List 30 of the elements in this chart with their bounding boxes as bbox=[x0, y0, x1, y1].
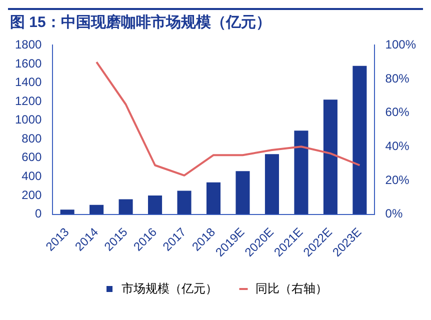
bar bbox=[294, 130, 308, 214]
y2-tick-label: 40% bbox=[385, 138, 410, 153]
y-tick-label: 1600 bbox=[14, 56, 42, 70]
legend-label: 同比（右轴） bbox=[256, 281, 328, 296]
y-tick-label: 200 bbox=[22, 188, 42, 202]
bar bbox=[206, 182, 221, 214]
bar bbox=[60, 210, 74, 214]
y2-tick-label: 20% bbox=[385, 172, 410, 187]
bar bbox=[323, 100, 338, 214]
bar bbox=[90, 204, 104, 214]
bar bbox=[177, 190, 192, 214]
y2-tick-label: 0% bbox=[385, 206, 403, 221]
y-tick-label: 800 bbox=[22, 131, 42, 146]
y-tick-label: 600 bbox=[22, 150, 42, 164]
y2-tick-label: 60% bbox=[385, 105, 410, 120]
legend-label: 市场规模（亿元） bbox=[122, 281, 218, 296]
y-tick-label: 1200 bbox=[14, 94, 42, 108]
bar bbox=[118, 199, 133, 214]
y-tick-label: 400 bbox=[22, 169, 42, 184]
chart-title: 图 15：中国现磨咖啡市场规模（亿元） bbox=[8, 8, 423, 35]
y-tick-label: 1000 bbox=[14, 112, 42, 127]
bar bbox=[352, 66, 367, 214]
bar bbox=[264, 154, 279, 214]
y-tick-label: 0 bbox=[35, 206, 42, 221]
y2-tick-label: 100% bbox=[385, 38, 416, 52]
bar bbox=[236, 171, 250, 214]
y2-tick-label: 80% bbox=[385, 71, 410, 86]
y-tick-label: 1400 bbox=[14, 75, 42, 90]
y-tick-label: 1800 bbox=[14, 38, 42, 52]
bar bbox=[148, 195, 162, 214]
